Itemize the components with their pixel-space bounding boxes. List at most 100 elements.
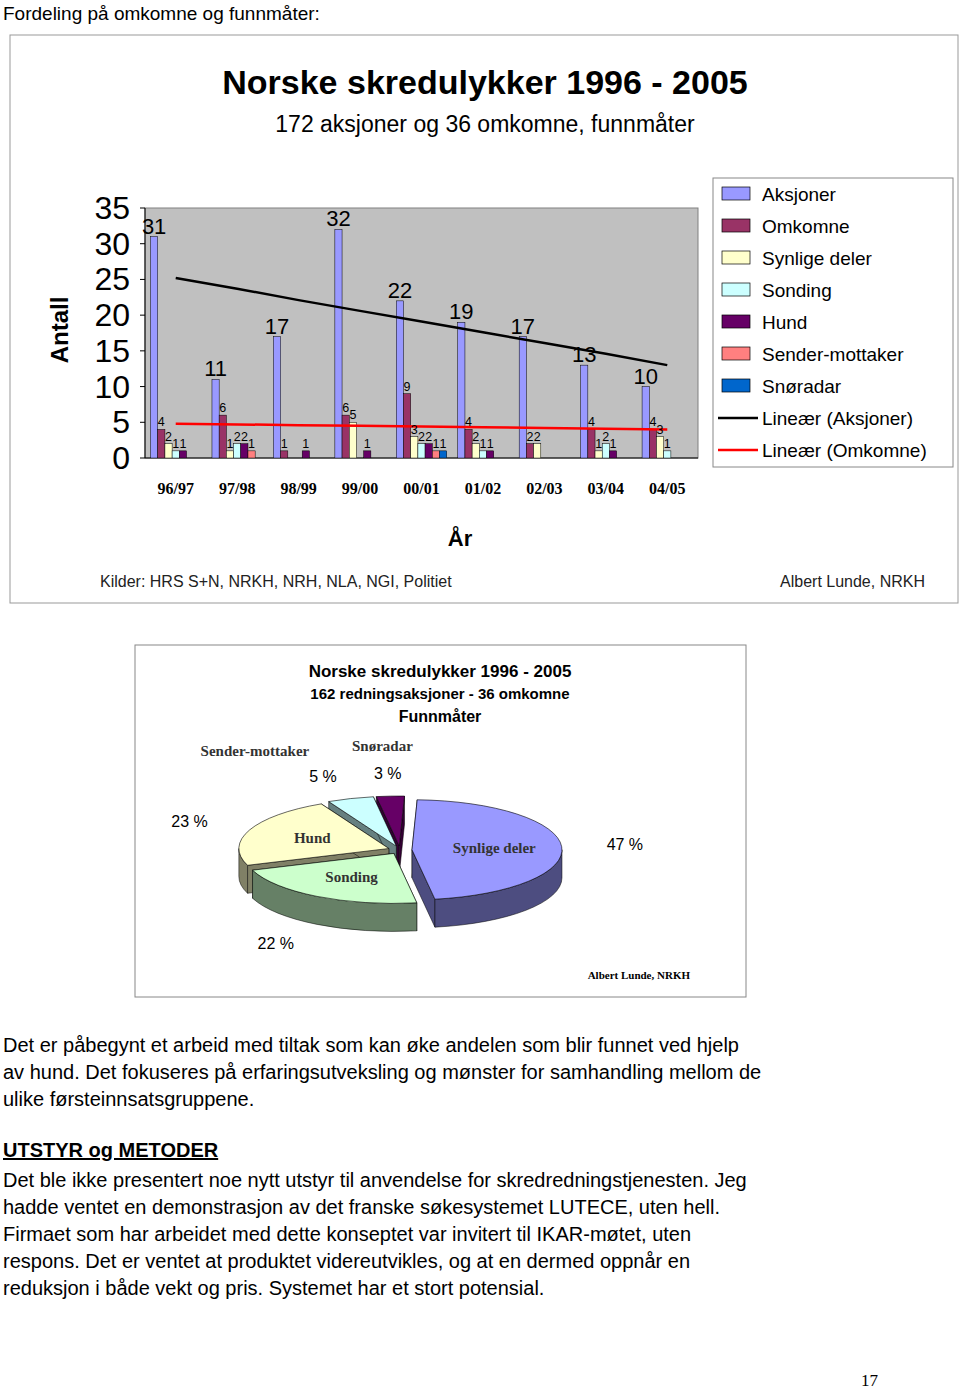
x-tick-label: 99/00 [342,480,378,497]
data-label: 1 [364,437,371,451]
bar [226,451,233,458]
data-label: 4 [649,415,656,429]
paragraph-line: Det er påbegynt et arbeid med tiltak som… [3,1034,739,1056]
paragraph-line: respons. Det er ventet at produktet vide… [3,1250,690,1272]
x-tick-label: 02/03 [526,480,562,497]
y-tick-label: 20 [94,297,130,333]
pie-value-label: 3 % [374,765,402,782]
data-label: 2 [425,430,432,444]
bar [656,437,663,458]
x-tick-label: 01/02 [465,480,501,497]
credit-note: Albert Lunde, NRKH [588,969,691,981]
y-tick-label: 15 [94,333,130,369]
paragraph-line: ulike førsteinnsatsgruppene. [3,1088,254,1110]
pie-slice [412,800,562,899]
pie-chart: Norske skredulykker 1996 - 2005162 redni… [135,645,746,997]
data-label: 1 [432,437,439,451]
credit-note: Albert Lunde, NRKH [780,573,925,590]
y-axis [145,208,146,458]
pie-category-label: Sonding [325,869,378,885]
bar [588,429,595,458]
chart-subtitle: 172 aksjoner og 36 omkomne, funnmåter [275,111,695,137]
data-label: 1 [664,437,671,451]
bar [534,444,541,458]
data-label: 31 [142,214,166,239]
bar [642,387,649,458]
bar [335,229,342,458]
bar [273,337,280,458]
chart-title: Norske skredulykker 1996 - 2005 [309,662,572,681]
bar [158,429,165,458]
data-label: 1 [281,437,288,451]
data-label: 1 [248,437,255,451]
pie-value-label: 22 % [258,935,294,952]
data-label: 3 [657,423,664,437]
bar [425,444,432,458]
bar [465,429,472,458]
data-label: 6 [219,401,226,415]
data-label: 1 [479,437,486,451]
bar [248,451,255,458]
bar [649,429,656,458]
pie-category-label: Hund [294,830,331,846]
legend-frame [713,178,953,467]
chart-title: Norske skredulykker 1996 - 2005 [222,63,747,101]
legend-swatch [722,283,750,296]
legend-label: Snøradar [762,376,842,397]
legend-swatch [718,449,758,452]
paragraph-line: hadde ventet en demonstrasjon av det fra… [3,1196,720,1218]
pie-value-label: 5 % [309,768,337,785]
legend-label: Synlige deler [762,248,873,269]
bar [418,444,425,458]
data-label: 32 [326,206,350,231]
body-text: Det er påbegynt et arbeid med tiltak som… [3,1034,879,1390]
bar [458,322,465,458]
x-tick-label: 00/01 [403,480,439,497]
pie-value-label: 47 % [607,836,643,853]
page-number: 17 [861,1371,879,1390]
legend-swatch [718,417,758,420]
x-tick-label: 04/05 [649,480,685,497]
legend-swatch [722,347,750,360]
bar [609,451,616,458]
data-label: 5 [349,408,356,422]
data-label: 1 [172,437,179,451]
bar [349,422,356,458]
pie-category-label: Snøradar [352,738,413,754]
bar [581,365,588,458]
data-label: 19 [449,299,473,324]
y-tick-label: 30 [94,226,130,262]
page-canvas: Fordeling på omkomne og funnmåter:Norske… [0,0,960,1392]
legend-label: Sender-mottaker [762,344,904,365]
pie-category-label: Synlige deler [453,840,536,856]
legend-swatch [722,187,750,200]
y-tick [140,458,145,459]
bar [472,444,479,458]
bar [664,451,671,458]
y-tick-label: 0 [112,440,130,476]
bar [440,451,447,458]
bar [241,444,248,458]
data-label: 13 [572,342,596,367]
bar [212,379,219,458]
legend-swatch [722,315,750,328]
bar [172,451,179,458]
y-tick-label: 35 [94,190,130,226]
paragraph-line: av hund. Det fokuseres på erfaringsutvek… [3,1061,761,1083]
data-label: 11 [204,356,227,381]
x-tick-label: 97/98 [219,480,255,497]
page: {"heading": "Fordeling på omkomne og fun… [0,0,960,1392]
data-label: 4 [465,415,472,429]
legend-swatch [722,251,750,264]
data-labels: 3111173222191713104616942442153221312212… [142,206,671,450]
data-label: 17 [511,314,535,339]
data-label: 1 [610,437,617,451]
bar [165,444,172,458]
bar-chart: Norske skredulykker 1996 - 2005 172 aksjo… [10,35,958,603]
bar [487,451,494,458]
data-label: 22 [388,278,412,303]
legend: AksjonerOmkomneSynlige delerSondingHundS… [713,178,953,467]
data-label: 9 [404,380,411,394]
bar [396,301,403,458]
source-note: Kilder: HRS S+N, NRKH, NRH, NLA, NGI, Po… [100,573,452,590]
